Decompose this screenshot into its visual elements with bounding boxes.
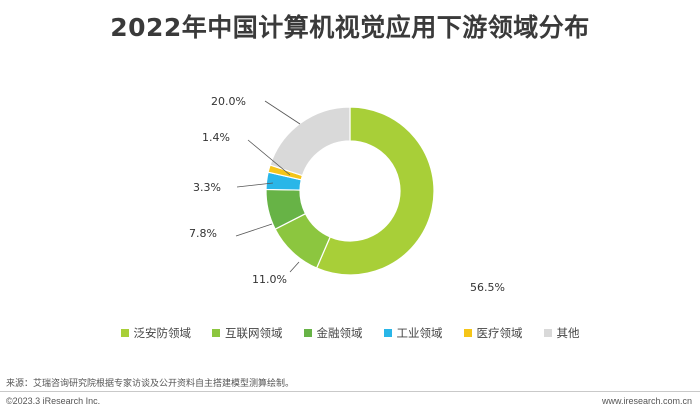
donut-chart: 56.5% 11.0% 7.8% 3.3% 1.4% 20.0% xyxy=(189,95,505,294)
data-label-security: 56.5% xyxy=(470,281,505,294)
legend-item-industry: 工业领域 xyxy=(383,325,443,341)
legend-swatch xyxy=(212,329,220,337)
donut-slice-other xyxy=(269,106,351,177)
callout-line-other xyxy=(264,100,301,125)
data-label-medical: 1.4% xyxy=(202,131,230,144)
data-label-other: 20.0% xyxy=(211,95,246,108)
data-label-industry: 3.3% xyxy=(193,181,221,194)
legend-swatch xyxy=(383,329,392,337)
footer-divider xyxy=(0,391,700,392)
legend-label: 工业领域 xyxy=(396,326,443,340)
legend-swatch xyxy=(303,329,312,337)
donut-slice-security xyxy=(315,106,435,276)
legend-swatch xyxy=(543,329,552,337)
legend-item-security: 泛安防领域 xyxy=(120,325,192,341)
legend-label: 其他 xyxy=(556,326,580,340)
chart-legend: 泛安防领域 互联网领域 金融领域 工业领域 医疗领域 其他 xyxy=(0,325,700,341)
legend-item-internet: 互联网领域 xyxy=(212,325,283,341)
data-label-finance: 7.8% xyxy=(189,227,217,240)
legend-item-other: 其他 xyxy=(543,325,580,341)
legend-item-finance: 金融领域 xyxy=(303,325,363,341)
callout-line-medical xyxy=(247,139,291,176)
legend-label: 互联网领域 xyxy=(225,326,283,340)
legend-item-medical: 医疗领域 xyxy=(463,325,523,341)
legend-swatch xyxy=(120,329,129,337)
chart-title: 2022年中国计算机视觉应用下游领域分布 xyxy=(110,13,590,42)
callout-line-industry xyxy=(236,182,274,188)
callout-line-internet xyxy=(289,261,300,273)
website-link[interactable]: www.iresearch.com.cn xyxy=(601,396,692,406)
data-label-internet: 11.0% xyxy=(252,273,287,286)
legend-label: 医疗领域 xyxy=(476,326,523,340)
legend-swatch xyxy=(463,329,472,337)
copyright-text: ©2023.3 iResearch Inc. xyxy=(6,396,101,406)
legend-label: 泛安防领域 xyxy=(133,326,192,340)
callout-line-finance xyxy=(235,223,273,237)
source-note: 来源：艾瑞咨询研究院根据专家访谈及公开资料自主搭建模型测算绘制。 xyxy=(6,379,295,389)
legend-label: 金融领域 xyxy=(316,326,363,340)
